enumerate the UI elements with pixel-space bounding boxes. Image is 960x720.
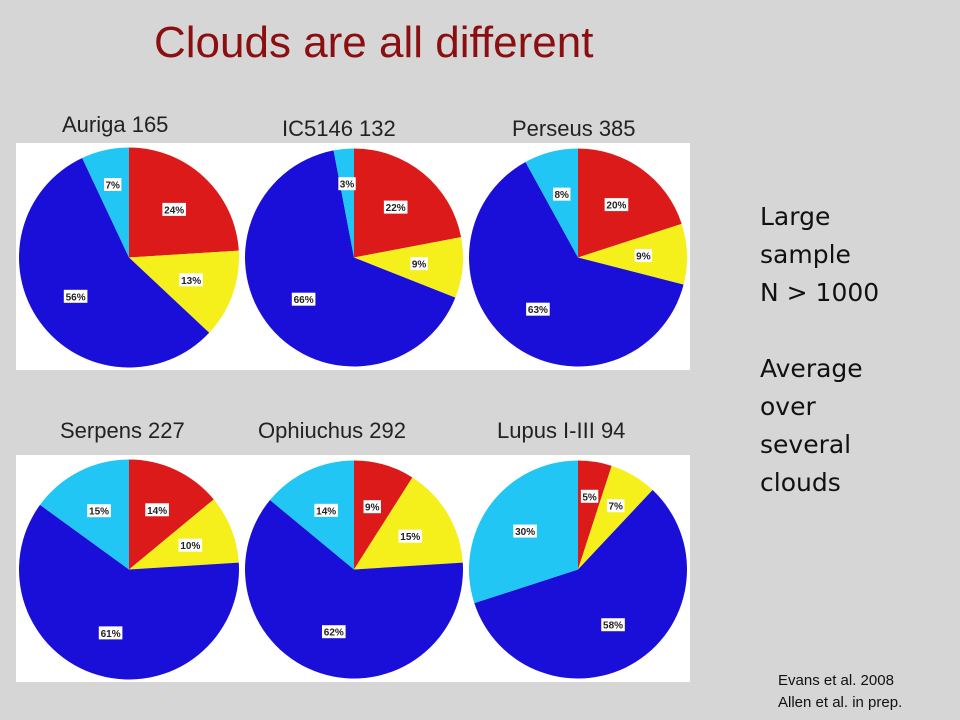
slice-label-box (410, 257, 428, 271)
slice-label: 15% (400, 532, 420, 543)
pie-slice-yellow (354, 237, 463, 298)
pie-slice-red (354, 148, 462, 258)
pie-slice-blue (244, 500, 463, 679)
side-note-line: Large (760, 202, 831, 231)
slide-title: Clouds are all different (154, 18, 594, 67)
side-note-line (760, 312, 879, 350)
pie-title-lupus: Lupus I-III 94 (497, 418, 626, 443)
reference-line: Allen et al. in prep. (778, 694, 903, 711)
slice-label: 13% (181, 276, 201, 287)
side-note: Large sample N > 1000 Average over sever… (760, 198, 879, 502)
pie-slice-cyan (525, 148, 578, 258)
pie-title-perseus: Perseus 385 (512, 116, 636, 141)
slice-label: 61% (101, 629, 121, 640)
pie-chart-ic5146: 22% 9% 66% 3% (242, 143, 466, 370)
pie-slice-blue (245, 150, 456, 367)
slice-label: 14% (147, 506, 167, 517)
slice-label: 24% (164, 205, 184, 216)
pie-slice-red (354, 460, 413, 570)
pie-chart-serpens: 14% 10% 61% 15% (16, 455, 242, 682)
side-note-line: sample (760, 240, 851, 269)
slice-label: 14% (316, 506, 336, 517)
slice-label-box (607, 499, 625, 513)
pie-slice-blue (474, 490, 687, 679)
pie-slice-yellow (354, 477, 463, 570)
slice-label-box (145, 503, 169, 517)
slice-label: 9% (365, 503, 380, 514)
slice-label: 10% (180, 541, 200, 552)
pie-slice-yellow (578, 465, 653, 570)
slice-label-box (291, 292, 316, 306)
pie-slice-blue (19, 157, 210, 368)
slice-label-box (63, 289, 88, 303)
pie-slice-red (129, 459, 214, 570)
pie-slice-cyan (270, 460, 354, 570)
pie-slice-red (578, 148, 682, 258)
slice-label: 22% (386, 203, 406, 214)
pie-chart-auriga: 24% 13% 56% 7% (16, 143, 242, 370)
slice-label-box (580, 489, 599, 503)
pie-slice-red (578, 460, 612, 570)
slice-label-box (398, 529, 423, 543)
slice-label: 15% (89, 507, 109, 518)
slice-label: 3% (340, 180, 355, 191)
pie-chart-ophiuchus: 9% 15% 62% 14% (242, 455, 466, 682)
pie-slice-blue (469, 161, 684, 367)
slice-label-box (604, 198, 629, 212)
pie-title-auriga: Auriga 165 (62, 112, 169, 137)
pie-slice-cyan (333, 148, 354, 258)
references: Evans et al. 2008 Allen et al. in prep. (778, 670, 902, 714)
slice-label-box (513, 524, 537, 538)
pie-slice-cyan (82, 147, 129, 258)
slice-label: 9% (412, 260, 427, 271)
pie-slice-yellow (578, 223, 687, 285)
slice-label-box (314, 503, 338, 517)
side-note-line: several (760, 430, 852, 459)
slice-label: 58% (603, 621, 623, 632)
pie-slice-red (129, 147, 239, 258)
pie-slice-yellow (129, 499, 239, 570)
slice-label-box (553, 187, 571, 201)
slice-label-box (601, 618, 625, 632)
slice-label: 30% (515, 527, 535, 538)
slice-label-box (338, 177, 356, 191)
slice-label: 66% (294, 295, 314, 306)
slice-label-box (363, 500, 381, 514)
pie-slice-cyan (40, 459, 129, 570)
slice-label-box (162, 202, 186, 216)
slice-label: 7% (105, 181, 120, 192)
slice-label-box (383, 200, 408, 214)
side-note-line: Average (760, 354, 863, 383)
slice-label-box (321, 625, 346, 639)
pie-chart-lupus: 5% 7% 58% 30% (466, 455, 690, 682)
pie-title-ophiuchus: Ophiuchus 292 (258, 418, 406, 443)
pie-title-serpens: Serpens 227 (60, 418, 185, 443)
slice-label-box (634, 248, 653, 262)
slice-label-box (178, 538, 203, 552)
slice-label-box (87, 504, 111, 518)
slice-label: 62% (324, 628, 344, 639)
slice-label: 8% (555, 190, 570, 201)
pie-slice-yellow (129, 250, 239, 333)
pie-title-ic5146: IC5146 132 (282, 116, 396, 141)
slice-label: 20% (606, 201, 626, 212)
slice-label-box (103, 178, 122, 192)
slice-label: 56% (66, 292, 86, 303)
side-note-line: clouds (760, 468, 841, 497)
pie-chart-perseus: 20% 9% 63% 8% (466, 143, 690, 370)
slice-label-box (179, 273, 203, 287)
slice-label: 9% (636, 251, 651, 262)
pie-slice-blue (18, 504, 240, 680)
slice-label-box (526, 302, 550, 316)
side-note-line: over (760, 392, 816, 421)
slice-label: 7% (609, 502, 624, 513)
slice-label: 5% (582, 492, 597, 503)
side-note-line: N > 1000 (760, 278, 880, 307)
slice-label-box (98, 626, 123, 640)
reference-line: Evans et al. 2008 (778, 672, 894, 689)
slice-label: 63% (528, 305, 548, 316)
